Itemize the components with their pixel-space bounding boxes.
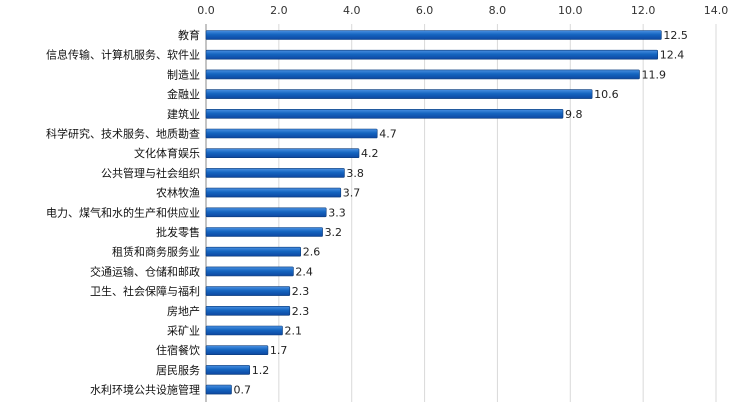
data-label: 3.3 — [328, 206, 346, 219]
data-label: 1.2 — [252, 364, 270, 377]
category-label: 电力、煤气和水的生产和供应业 — [46, 205, 200, 219]
bar — [205, 384, 232, 395]
bar — [205, 246, 302, 257]
x-tick-label: 6.0 — [416, 4, 434, 17]
x-axis-ticks: 0.0 2.0 4.0 6.0 8.0 10.0 12.0 14.0 — [197, 4, 728, 17]
category-label: 房地产 — [167, 304, 200, 318]
category-label: 批发零售 — [156, 225, 200, 239]
data-label: 12.4 — [660, 49, 685, 62]
category-label: 建筑业 — [167, 107, 200, 121]
data-label: 3.7 — [343, 187, 361, 200]
category-label: 教育 — [178, 28, 200, 42]
x-tick-label: 2.0 — [270, 4, 288, 17]
data-label: 2.3 — [292, 305, 310, 318]
bar — [205, 345, 269, 356]
bar — [205, 325, 283, 336]
bar — [205, 49, 659, 60]
category-label: 制造业 — [167, 67, 200, 81]
data-label: 11.9 — [642, 68, 667, 81]
bar — [205, 128, 378, 139]
category-label: 农林牧渔 — [156, 186, 200, 200]
bar — [205, 148, 360, 158]
x-tick-label: 4.0 — [343, 4, 361, 17]
grid-layer — [205, 24, 717, 402]
category-label: 卫生、社会保障与福利 — [90, 284, 200, 298]
data-label: 1.7 — [270, 344, 288, 357]
x-tick-label: 0.0 — [197, 4, 215, 17]
bar — [205, 227, 323, 237]
bars-layer — [205, 30, 662, 395]
category-label: 租赁和商务服务业 — [112, 245, 200, 259]
category-label: 公共管理与社会组织 — [101, 166, 200, 180]
category-label: 科学研究、技术服务、地质勘查 — [46, 127, 200, 141]
data-label: 2.1 — [285, 325, 303, 338]
data-label: 2.6 — [303, 246, 321, 259]
bar — [205, 168, 345, 178]
bar — [205, 286, 291, 296]
x-tick-label: 8.0 — [489, 4, 507, 17]
category-labels: 教育信息传输、计算机服务、软件业制造业金融业建筑业科学研究、技术服务、地质勘查文… — [46, 28, 200, 397]
category-label: 信息传输、计算机服务、软件业 — [46, 48, 200, 62]
bar — [205, 69, 640, 80]
category-label: 文化体育娱乐 — [134, 146, 200, 160]
category-label: 金融业 — [167, 87, 200, 101]
data-label: 4.2 — [361, 147, 379, 160]
data-label: 2.4 — [295, 265, 313, 278]
data-label: 3.2 — [325, 226, 343, 239]
category-label: 采矿业 — [167, 325, 200, 338]
x-tick-label: 10.0 — [558, 4, 583, 17]
bar — [205, 207, 327, 218]
x-tick-label: 14.0 — [704, 4, 729, 17]
data-label: 2.3 — [292, 285, 310, 298]
data-label: 0.7 — [234, 384, 252, 397]
bar — [205, 305, 291, 316]
category-label: 交通运输、仓储和邮政 — [90, 264, 200, 278]
data-label: 10.6 — [594, 88, 619, 101]
bar — [205, 187, 342, 198]
bar — [205, 266, 294, 277]
category-label: 居民服务 — [156, 364, 200, 377]
category-label: 水利环境公共设施管理 — [90, 383, 200, 397]
bar — [205, 89, 593, 99]
x-tick-label: 12.0 — [631, 4, 656, 17]
bar — [205, 30, 662, 40]
data-labels: 12.5 12.4 11.9 10.6 9.8 4.74.2 3.8 3.7 3.3 3.2 2.6… — [234, 29, 688, 397]
data-label: 4.7 — [379, 128, 397, 141]
data-label: 3.8 — [346, 167, 364, 180]
bar — [205, 109, 564, 119]
category-label: 住宿餐饮 — [156, 343, 200, 357]
bar — [205, 365, 251, 375]
data-label: 12.5 — [663, 29, 688, 42]
data-label: 9.8 — [565, 108, 583, 121]
